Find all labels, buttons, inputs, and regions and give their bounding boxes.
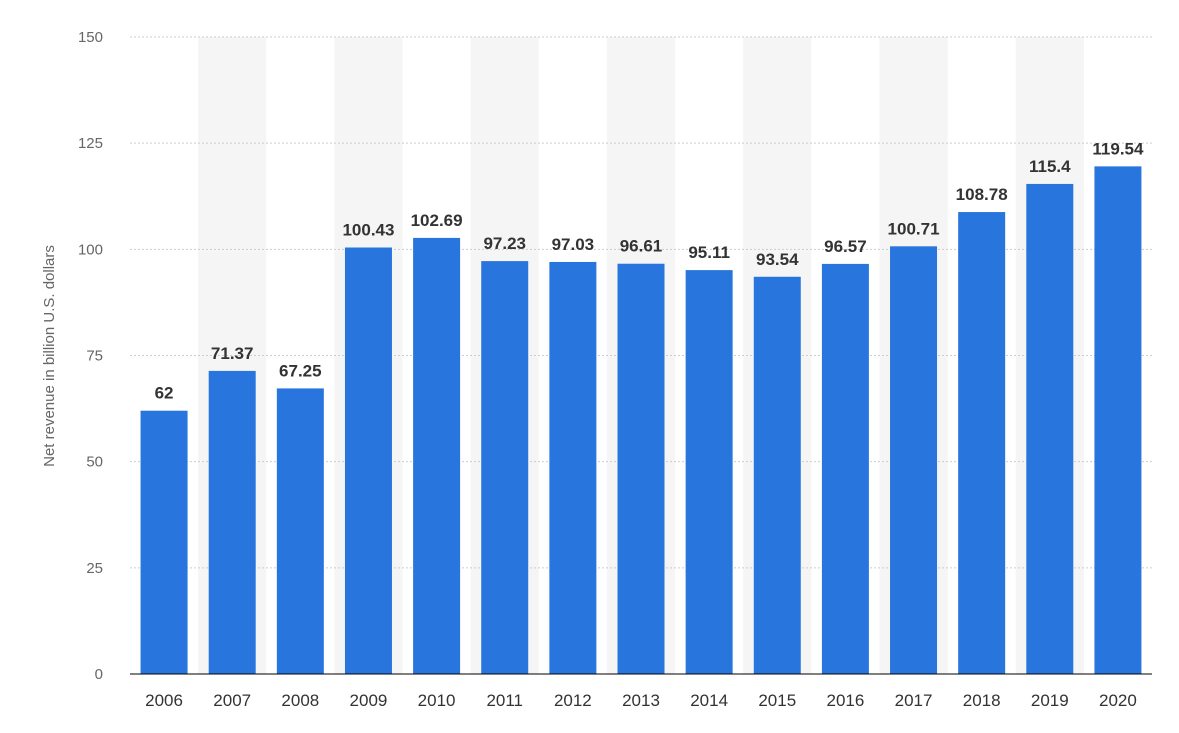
x-tick-label: 2020 <box>1099 691 1137 710</box>
y-tick-label: 25 <box>86 560 103 577</box>
data-label: 119.54 <box>1092 139 1144 158</box>
y-tick-label: 50 <box>86 454 103 471</box>
y-axis-ticks: 0 25 50 75 100 125 150 <box>78 29 103 683</box>
bar[interactable] <box>208 370 256 674</box>
data-label: 97.23 <box>483 234 526 253</box>
x-tick-label: 2008 <box>281 691 319 710</box>
data-label: 115.4 <box>1029 157 1071 176</box>
bars <box>140 166 1142 675</box>
data-label: 62 <box>155 384 174 403</box>
bar[interactable] <box>140 410 188 674</box>
y-tick-label: 125 <box>78 135 103 152</box>
bar[interactable] <box>413 237 461 675</box>
x-tick-label: 2009 <box>350 691 388 710</box>
bar[interactable] <box>958 212 1006 674</box>
y-tick-label: 0 <box>95 666 103 683</box>
bar[interactable] <box>1094 166 1142 675</box>
bar[interactable] <box>481 261 529 674</box>
data-label: 102.69 <box>411 211 463 230</box>
value-labels: 62 71.37 67.25 100.43 102.69 97.23 97.03 96.61 9… <box>155 139 1144 402</box>
data-label: 108.78 <box>956 185 1008 204</box>
x-tick-label: 2015 <box>758 691 796 710</box>
x-tick-label: 2017 <box>895 691 933 710</box>
bar[interactable] <box>276 388 324 674</box>
bar[interactable] <box>753 276 801 674</box>
data-label: 95.11 <box>688 243 730 262</box>
bar[interactable] <box>821 263 869 674</box>
data-label: 93.54 <box>756 250 799 269</box>
bar[interactable] <box>617 263 665 674</box>
x-tick-label: 2019 <box>1031 691 1069 710</box>
x-tick-label: 2011 <box>486 691 523 710</box>
data-label: 100.43 <box>342 221 394 240</box>
y-tick-label: 150 <box>78 29 103 46</box>
x-axis-ticks: 2006 2007 2008 2009 2010 2011 2012 2013 2014 2015… <box>145 691 1137 710</box>
y-tick-label: 75 <box>86 348 103 365</box>
y-tick-label: 100 <box>78 241 103 258</box>
bar[interactable] <box>344 247 392 674</box>
data-label: 96.61 <box>620 237 663 256</box>
bar[interactable] <box>685 270 733 674</box>
data-label: 100.71 <box>888 219 940 238</box>
data-label: 96.57 <box>824 237 867 256</box>
x-tick-label: 2007 <box>213 691 251 710</box>
x-tick-label: 2013 <box>622 691 660 710</box>
x-tick-label: 2018 <box>963 691 1001 710</box>
y-axis-title: Net revenue in billion U.S. dollars <box>41 245 58 467</box>
x-tick-label: 2016 <box>826 691 864 710</box>
data-label: 97.03 <box>552 235 595 254</box>
bar[interactable] <box>890 246 938 674</box>
x-tick-label: 2014 <box>690 691 728 710</box>
x-tick-label: 2012 <box>554 691 592 710</box>
x-tick-label: 2006 <box>145 691 183 710</box>
data-label: 67.25 <box>279 361 322 380</box>
bar[interactable] <box>1026 183 1074 674</box>
x-tick-label: 2010 <box>418 691 456 710</box>
bar[interactable] <box>549 261 597 674</box>
data-label: 71.37 <box>211 344 254 363</box>
